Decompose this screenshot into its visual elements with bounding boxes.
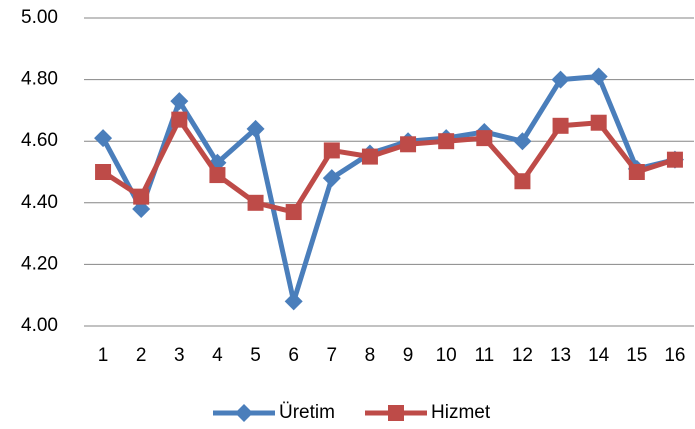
x-tick-label: 9 — [403, 345, 414, 366]
y-tick-label: 5.00 — [21, 7, 58, 28]
x-tick-label: 15 — [626, 345, 647, 366]
marker — [133, 188, 150, 205]
marker — [361, 148, 378, 165]
marker — [551, 70, 570, 89]
y-tick-label: 4.20 — [21, 253, 58, 274]
series-line — [101, 117, 676, 215]
marker — [476, 130, 493, 147]
x-tick-label: 13 — [550, 345, 571, 366]
marker — [438, 133, 455, 150]
x-tick-label: 7 — [327, 345, 338, 366]
marker — [285, 204, 302, 221]
x-tick-label: 3 — [174, 345, 185, 366]
marker — [284, 292, 303, 311]
legend-label: Üretim — [279, 402, 335, 423]
x-tick-label: 4 — [212, 345, 223, 366]
x-tick-label: 10 — [436, 345, 457, 366]
marker — [235, 404, 253, 422]
y-tick-label: 4.80 — [21, 69, 58, 90]
marker — [95, 164, 112, 180]
marker — [170, 92, 189, 111]
marker — [94, 129, 113, 148]
marker — [513, 132, 532, 151]
marker — [246, 119, 265, 138]
marker — [666, 151, 683, 168]
marker — [589, 67, 608, 86]
x-tick-label: 16 — [664, 345, 685, 366]
series-line — [100, 74, 676, 304]
x-tick-label: 14 — [588, 345, 610, 366]
marker — [247, 194, 264, 211]
y-tick-label: 4.00 — [21, 315, 58, 336]
legend-label: Hizmet — [431, 402, 491, 423]
y-tick-label: 4.40 — [21, 192, 58, 213]
marker — [628, 164, 645, 180]
marker — [514, 173, 531, 190]
x-tick-label: 12 — [512, 345, 533, 366]
x-tick-label: 8 — [365, 345, 376, 366]
marker — [209, 167, 226, 184]
y-tick-label: 4.60 — [21, 130, 58, 151]
marker — [388, 405, 404, 421]
marker — [322, 169, 341, 188]
marker — [323, 142, 340, 159]
x-tick-label: 1 — [98, 345, 109, 366]
x-tick-label: 6 — [288, 345, 299, 366]
x-tick-label: 11 — [474, 345, 494, 366]
x-tick-label: 2 — [136, 345, 147, 366]
marker — [171, 111, 188, 128]
marker — [552, 117, 569, 134]
marker — [400, 136, 417, 153]
marker — [590, 114, 607, 131]
x-tick-label: 5 — [250, 345, 261, 366]
